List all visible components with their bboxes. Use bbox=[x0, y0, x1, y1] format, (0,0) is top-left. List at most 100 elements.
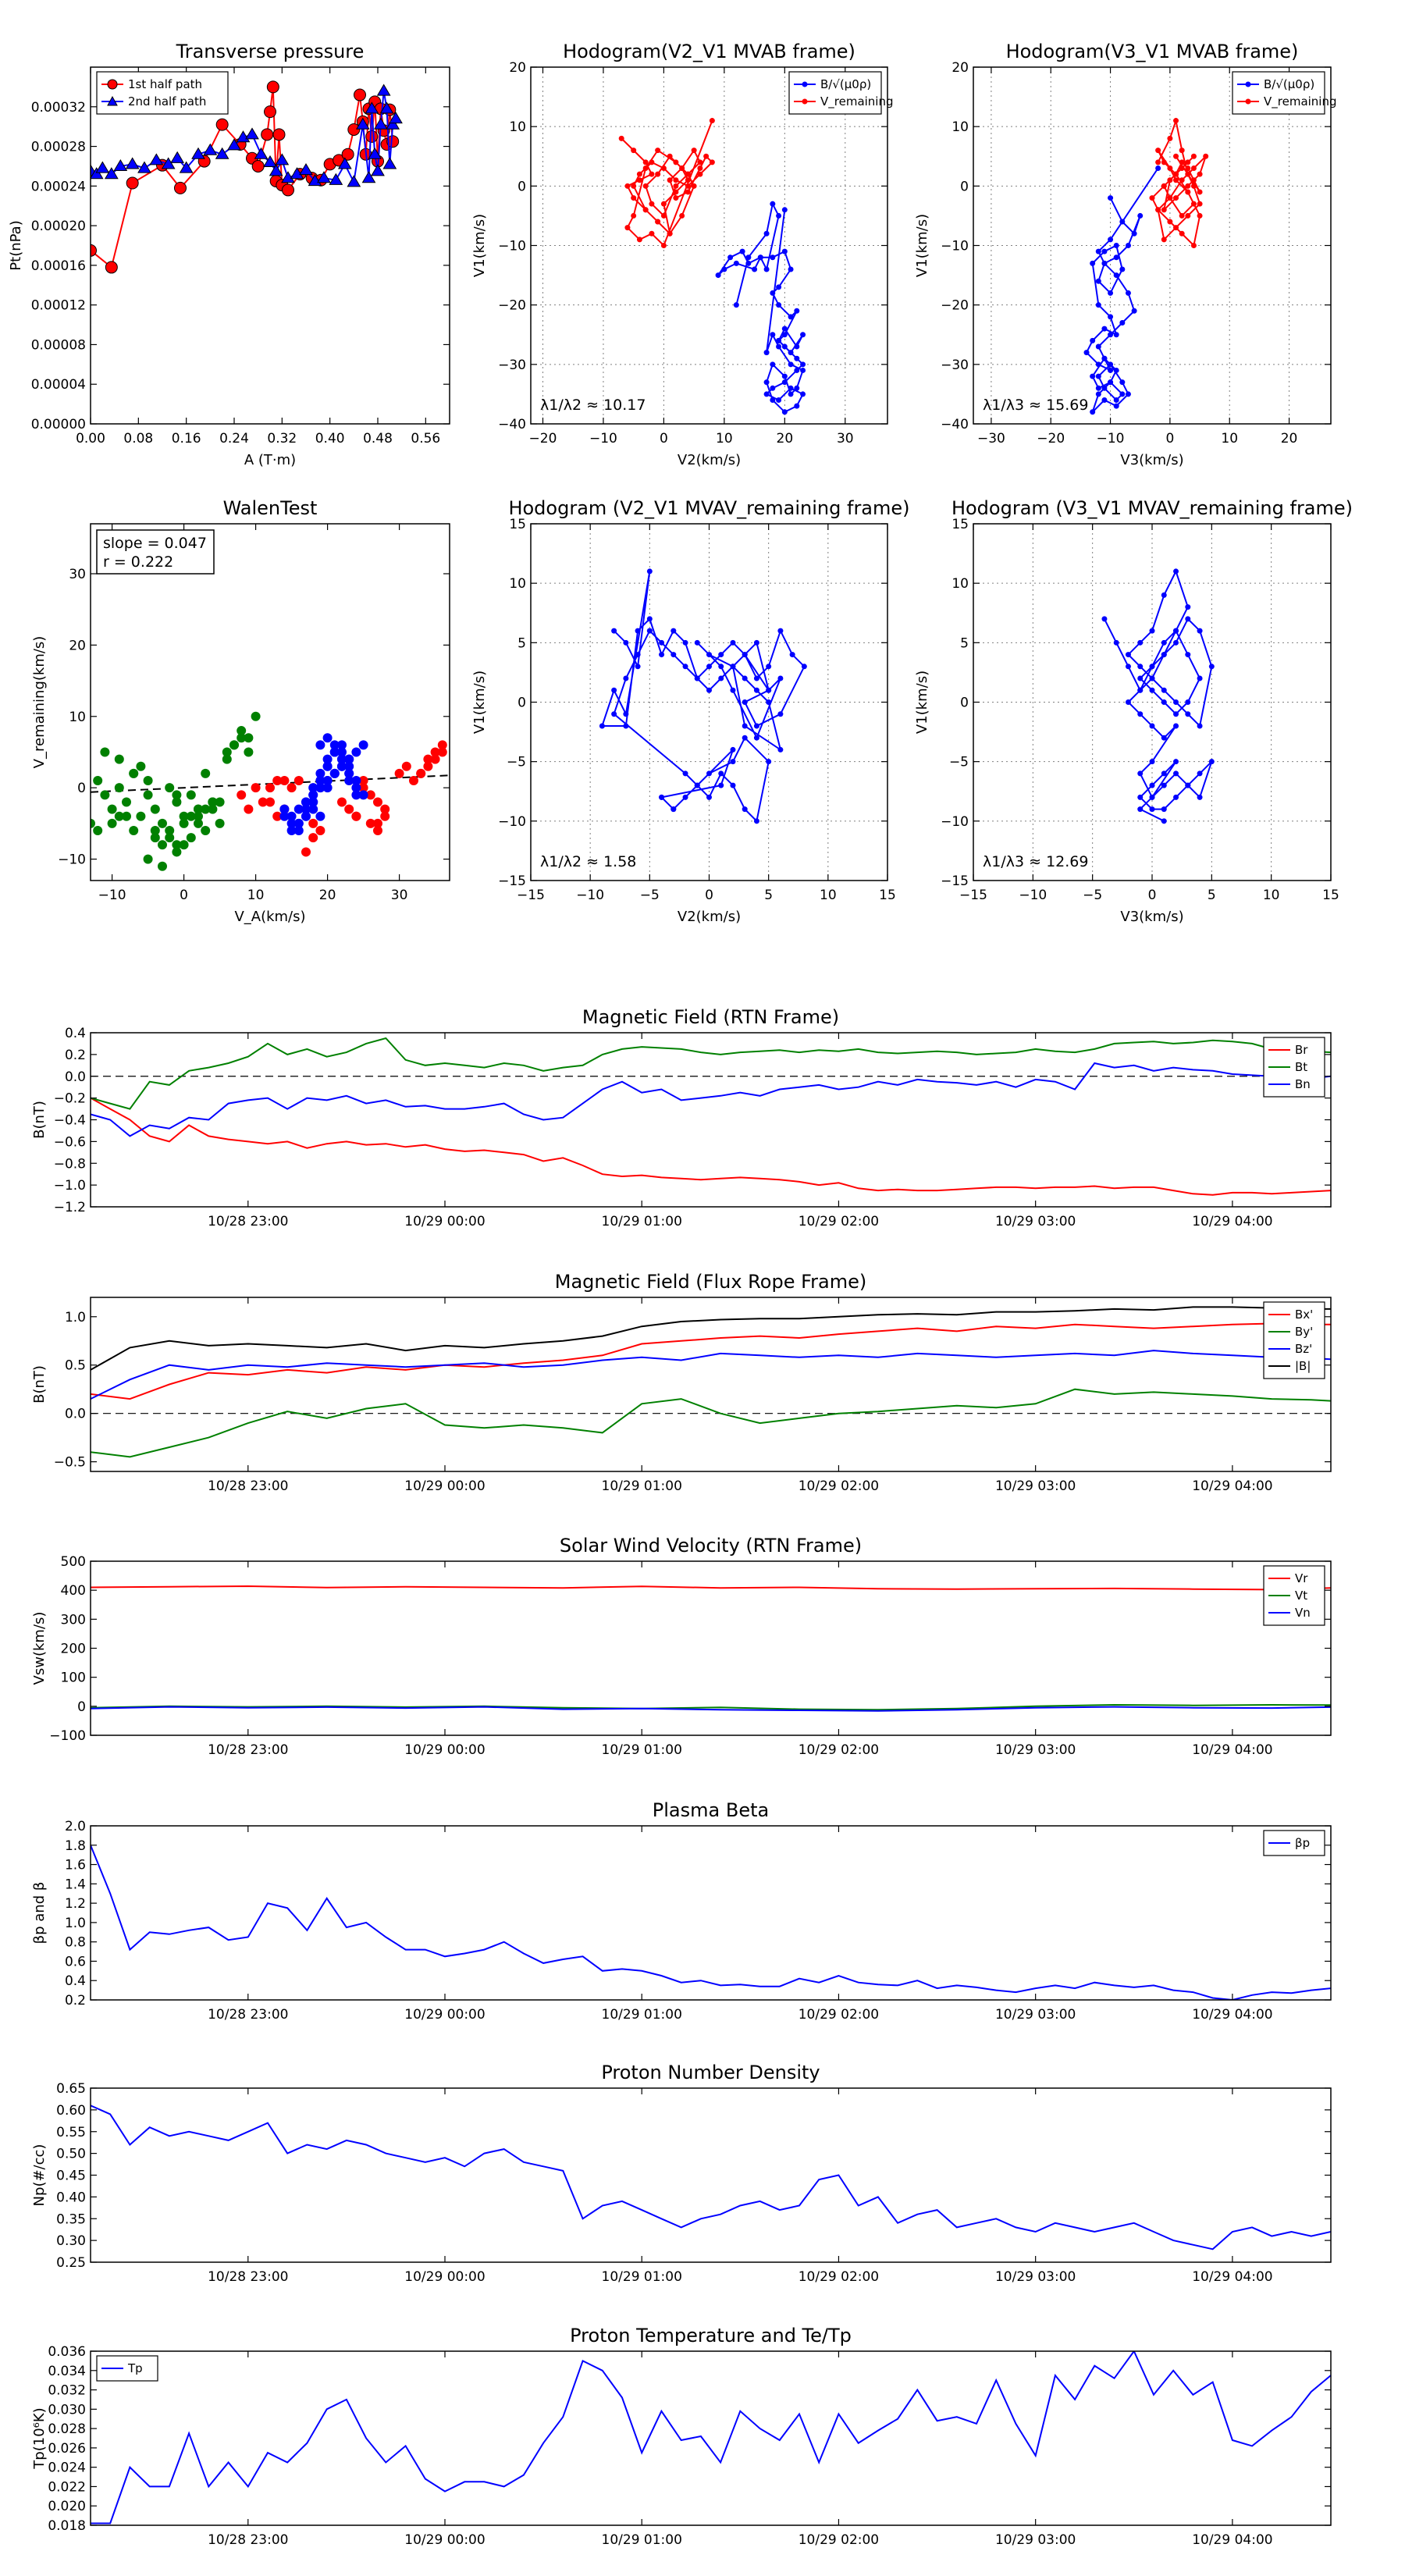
data-point bbox=[694, 639, 700, 646]
data-point bbox=[293, 818, 304, 828]
chart-title: Magnetic Field (Flux Rope Frame) bbox=[555, 1271, 866, 1293]
data-point bbox=[179, 818, 189, 828]
legend-frame bbox=[788, 71, 882, 115]
data-point bbox=[1161, 183, 1167, 189]
data-point bbox=[194, 804, 203, 814]
data-point bbox=[1161, 782, 1167, 788]
data-point bbox=[1179, 159, 1185, 165]
data-point bbox=[766, 699, 772, 705]
data-point bbox=[373, 117, 388, 130]
y-tick-label: 2.0 bbox=[65, 1819, 86, 1834]
data-point bbox=[781, 343, 788, 350]
data-point bbox=[646, 568, 653, 575]
x-tick-label: 20 bbox=[319, 888, 336, 903]
series-βp bbox=[91, 1845, 1331, 2000]
data-point bbox=[753, 723, 759, 729]
axes-frame bbox=[90, 523, 450, 881]
data-point bbox=[776, 284, 782, 290]
y-tick-label: 0.35 bbox=[56, 2211, 86, 2227]
data-point bbox=[373, 826, 382, 836]
data-point bbox=[1131, 308, 1137, 314]
data-point bbox=[706, 687, 712, 693]
data-point bbox=[122, 797, 131, 807]
data-point bbox=[136, 761, 146, 771]
data-point bbox=[423, 754, 433, 764]
data-point bbox=[770, 361, 776, 368]
y-tick-label: 15 bbox=[951, 517, 969, 532]
legend: Vr Vt Vn bbox=[1263, 1565, 1325, 1626]
data-point bbox=[1137, 675, 1144, 681]
data-point bbox=[186, 790, 196, 800]
data-point bbox=[636, 177, 642, 183]
data-point bbox=[351, 747, 361, 757]
data-point bbox=[679, 165, 685, 171]
data-point bbox=[1149, 195, 1155, 201]
data-point bbox=[1149, 628, 1155, 634]
axes-frame bbox=[90, 66, 450, 425]
data-point bbox=[794, 385, 800, 391]
data-point bbox=[100, 790, 110, 800]
data-point bbox=[766, 759, 772, 765]
data-point bbox=[1137, 794, 1144, 800]
x-tick-label: 10/29 01:00 bbox=[602, 2269, 682, 2285]
series-line bbox=[91, 1322, 1331, 1400]
y-tick-label: 20 bbox=[951, 60, 969, 76]
data-point bbox=[380, 811, 390, 821]
data-point bbox=[282, 183, 294, 197]
data-point bbox=[329, 740, 340, 750]
x-tick-label: −10 bbox=[98, 888, 126, 903]
series-line bbox=[91, 1037, 1331, 1110]
x-tick-label: −5 bbox=[1083, 888, 1102, 903]
series-trace bbox=[599, 568, 807, 824]
legend-frame bbox=[1232, 71, 1325, 115]
data-point bbox=[341, 148, 354, 161]
x-tick-label: 10/29 03:00 bbox=[995, 1742, 1076, 1758]
data-point bbox=[667, 177, 673, 183]
annotation-text: λ1/λ3 ≈ 15.69 bbox=[983, 397, 1088, 414]
x-tick-label: 30 bbox=[837, 431, 854, 447]
y-tick-label: 1.6 bbox=[65, 1858, 86, 1873]
data-point bbox=[174, 181, 187, 194]
data-point bbox=[1173, 639, 1179, 646]
data-point bbox=[1108, 332, 1114, 338]
y-tick-label: 0.00016 bbox=[31, 258, 86, 274]
data-point bbox=[114, 811, 124, 821]
data-point bbox=[126, 176, 139, 190]
x-tick-label: −5 bbox=[640, 888, 660, 903]
data-point bbox=[1125, 699, 1131, 705]
data-point bbox=[1119, 219, 1126, 225]
data-point bbox=[301, 797, 311, 807]
y-tick-label: 0.25 bbox=[56, 2255, 86, 2271]
data-point bbox=[730, 746, 736, 753]
data-point bbox=[636, 171, 642, 177]
data-point bbox=[365, 101, 379, 114]
x-tick-label: 10/29 00:00 bbox=[404, 2532, 485, 2548]
x-tick-label: 10 bbox=[716, 431, 733, 447]
legend: Br Bt Bn bbox=[1263, 1037, 1325, 1098]
x-tick-label: 10/28 23:00 bbox=[208, 2269, 288, 2285]
data-point bbox=[1185, 165, 1191, 171]
axes-frame bbox=[90, 2350, 1332, 2526]
y-tick-label: 1.2 bbox=[65, 1896, 86, 1912]
data-point bbox=[794, 367, 800, 373]
data-point bbox=[215, 818, 225, 828]
x-tick-label: −15 bbox=[959, 888, 987, 903]
chart-title: Transverse pressure bbox=[176, 41, 365, 62]
data-point bbox=[1173, 195, 1179, 201]
annotation-text: λ1/λ2 ≈ 1.58 bbox=[540, 853, 636, 870]
legend-label: βp bbox=[1295, 1836, 1310, 1850]
x-tick-label: −10 bbox=[576, 888, 604, 903]
data-point bbox=[789, 652, 795, 658]
x-tick-label: 10/29 00:00 bbox=[404, 1742, 485, 1758]
data-point bbox=[781, 326, 788, 332]
x-tick-label: 10/29 04:00 bbox=[1192, 2007, 1272, 2023]
data-point bbox=[1167, 177, 1173, 183]
hodogram-v2-mvab-panel: −20 −10 0 10 20 30 −40 −30 −20 −10 0 10 20 Hodogram(V… bbox=[471, 41, 894, 468]
data-point bbox=[237, 733, 247, 743]
data-point bbox=[730, 664, 736, 670]
data-point bbox=[623, 675, 629, 681]
data-point bbox=[635, 652, 641, 658]
data-point bbox=[1155, 148, 1161, 154]
data-point bbox=[186, 833, 196, 843]
